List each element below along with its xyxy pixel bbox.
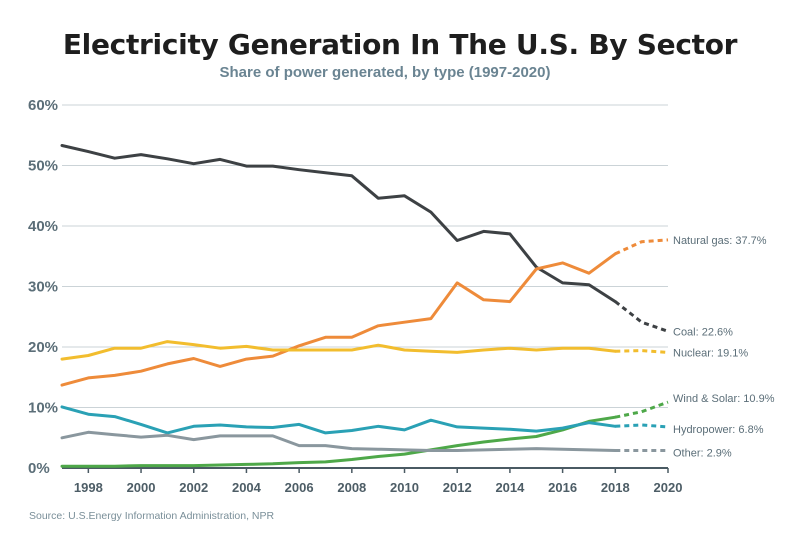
series-end-label: Coal: 22.6%: [673, 326, 733, 338]
series-lines: [60, 144, 669, 468]
x-tick-label: 2004: [232, 480, 262, 495]
series-line-natural-gas: [60, 252, 617, 387]
x-tick-label: 2020: [654, 480, 683, 495]
chart-title: Electricity Generation In The U.S. By Se…: [62, 28, 738, 61]
series-projection-nuclear: [615, 349, 669, 354]
y-tick-label: 0%: [28, 460, 50, 477]
y-tick-label: 60%: [28, 97, 58, 114]
x-tick-label: 2006: [285, 480, 314, 495]
series-end-label: Other: 2.9%: [673, 447, 732, 459]
series-end-label: Natural gas: 37.7%: [673, 235, 767, 247]
x-tick-label: 2002: [179, 480, 208, 495]
series-line-nuclear: [60, 340, 617, 361]
y-tick-label: 10%: [28, 400, 58, 417]
x-tick-label: 2008: [337, 480, 366, 495]
y-tick-label: 40%: [28, 218, 58, 235]
chart-subtitle: Share of power generated, by type (1997-…: [219, 64, 551, 81]
x-tick-label: 2014: [495, 480, 525, 495]
series-projection-coal: [614, 300, 669, 333]
series-end-label: Wind & Solar: 10.9%: [673, 393, 775, 405]
x-tick-label: 2010: [390, 480, 419, 495]
axes: 0% 10% 20% 30% 40% 50% 60% 1998 2000 2002 2004 2006…: [28, 97, 682, 495]
x-tick-label: 2016: [548, 480, 577, 495]
x-tick-label: 2018: [601, 480, 630, 495]
series-line-wind-solar: [60, 415, 617, 468]
grid: [62, 104, 668, 469]
x-tick-label: 2000: [127, 480, 156, 495]
series-line-hydropower: [60, 405, 617, 435]
series-line-other: [60, 430, 617, 452]
series-projection-wind-solar: [614, 400, 669, 419]
series-projection-natural-gas: [614, 238, 669, 256]
x-tick-label: 2012: [443, 480, 472, 495]
y-tick-label: 50%: [28, 158, 58, 175]
series-line-coal: [60, 144, 617, 304]
series-end-label: Hydropower: 6.8%: [673, 424, 764, 436]
y-tick-label: 20%: [28, 339, 58, 356]
series-end-labels: Coal: 22.6% Natural gas: 37.7% Nuclear: 19…: [673, 235, 775, 460]
y-tick-label: 30%: [28, 279, 58, 296]
series-projection-hydropower: [615, 423, 669, 429]
x-tick-label: 1998: [74, 480, 103, 495]
series-end-label: Nuclear: 19.1%: [673, 347, 748, 359]
source-note: Source: U.S.Energy Information Administr…: [29, 510, 275, 522]
